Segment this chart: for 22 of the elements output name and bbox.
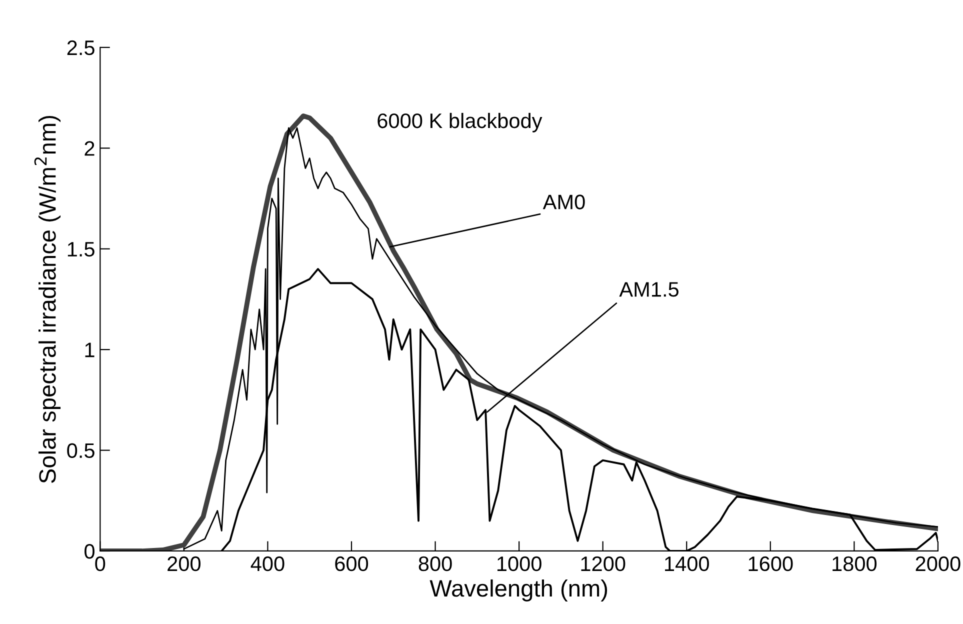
x-tick-label: 1000	[497, 556, 542, 572]
y-tick-label: 1.5	[68, 242, 94, 257]
y-tick-label: 2.5	[67, 40, 94, 56]
y-tick-label: 1	[85, 342, 94, 358]
x-tick-label: 800	[418, 556, 452, 572]
x-tick-label: 1600	[748, 556, 793, 572]
x-tick-label: 2000	[916, 556, 960, 572]
x-tick-label: 1800	[832, 556, 877, 572]
x-tick-label: 1200	[581, 556, 626, 572]
y-tick-label: 2	[84, 141, 94, 156]
x-tick-label: 0	[95, 556, 106, 572]
x-axis-title: Wavelength (nm)	[430, 579, 608, 602]
annotation: AM1.5	[619, 282, 678, 297]
x-tick-label: 200	[168, 556, 200, 572]
y-tick-label: 0	[84, 544, 94, 559]
y-tick-label: 0.5	[67, 443, 94, 458]
x-tick-label: 400	[250, 556, 284, 572]
x-tick-label: 600	[335, 556, 368, 572]
annotation: 6000 K blackbody	[378, 112, 542, 132]
x-tick-label: 1400	[665, 556, 709, 572]
y-axis-title: Solar spectral irradiance (W/m$^{2}$nm)	[34, 116, 61, 484]
annotation: AM0	[542, 194, 585, 210]
